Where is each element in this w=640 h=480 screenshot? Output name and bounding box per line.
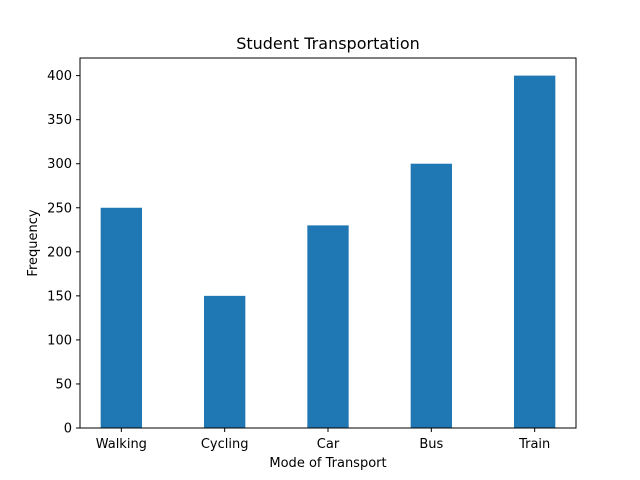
y-tick-label: 150 — [47, 289, 72, 304]
x-axis-ticks: Walking Cycling Car Bus Train — [96, 428, 550, 452]
y-tick-label: 350 — [47, 113, 72, 128]
bar-walking — [100, 207, 142, 428]
y-tick-label: 250 — [47, 201, 72, 216]
bar-bus — [410, 163, 452, 428]
x-tick-label: Train — [518, 437, 550, 452]
bar-car — [307, 225, 349, 428]
y-tick-label: 0 — [64, 422, 72, 437]
y-tick-label: 100 — [47, 333, 72, 348]
x-axis-label: Mode of Transport — [269, 456, 386, 471]
y-axis-label: Frequency — [26, 209, 41, 276]
y-tick-label: 50 — [55, 377, 72, 392]
y-tick-label: 200 — [47, 245, 72, 260]
y-axis-ticks: 0 50 100 150 200 250 300 350 400 — [47, 69, 80, 437]
bar-cycling — [204, 295, 246, 428]
y-tick-label: 300 — [47, 157, 72, 172]
bar-train — [514, 75, 556, 428]
x-tick-label: Bus — [419, 437, 443, 452]
y-tick-label: 400 — [47, 69, 72, 84]
plot-frame — [79, 57, 577, 429]
x-tick-label: Car — [317, 437, 340, 452]
bars-group — [100, 75, 556, 428]
chart-title: Student Transportation — [236, 34, 420, 53]
x-tick-label: Cycling — [201, 437, 249, 452]
x-tick-label: Walking — [96, 437, 147, 452]
